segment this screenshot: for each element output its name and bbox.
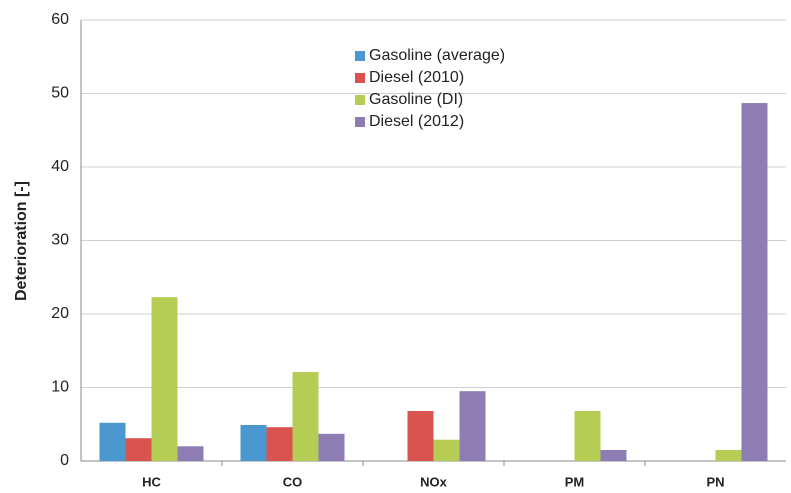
legend-swatch — [355, 117, 365, 127]
legend-swatch — [355, 51, 365, 61]
x-tick-label: HC — [142, 474, 161, 489]
x-tick-label: PN — [706, 474, 724, 489]
y-tick-label: 10 — [51, 379, 69, 396]
y-axis-label: Deterioration [-] — [13, 181, 30, 301]
bar — [741, 103, 768, 462]
legend-label: Diesel (2012) — [369, 113, 464, 130]
bar — [600, 449, 627, 461]
bar — [407, 411, 434, 461]
bar — [292, 372, 319, 461]
bar — [574, 411, 601, 461]
bar — [177, 446, 204, 461]
x-tick-label: PM — [565, 474, 585, 489]
bar — [240, 424, 267, 461]
legend-label: Gasoline (DI) — [369, 91, 463, 108]
y-tick-label: 20 — [51, 305, 69, 322]
y-tick-label: 40 — [51, 158, 69, 175]
y-tick-label: 30 — [51, 232, 69, 249]
bar — [715, 449, 742, 461]
bar — [99, 422, 126, 461]
x-tick-label: CO — [283, 474, 303, 489]
bar — [266, 427, 293, 461]
bar — [151, 297, 178, 461]
bar — [433, 439, 460, 461]
legend-swatch — [355, 95, 365, 105]
bar — [125, 438, 152, 461]
bar — [318, 433, 345, 461]
y-tick-label: 50 — [51, 85, 69, 102]
x-tick-label: NOx — [420, 474, 448, 489]
legend-swatch — [355, 73, 365, 83]
legend-label: Gasoline (average) — [369, 47, 505, 64]
y-tick-label: 0 — [60, 452, 69, 469]
legend-label: Diesel (2010) — [369, 69, 464, 86]
y-tick-label: 60 — [51, 11, 69, 28]
bar — [459, 391, 486, 461]
